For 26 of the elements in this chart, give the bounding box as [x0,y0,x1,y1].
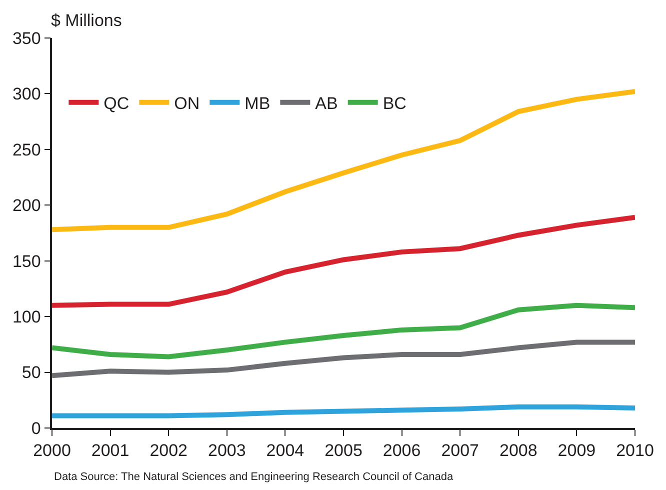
y-tick-label: 350 [12,28,41,48]
source-note: Data Source: The Natural Sciences and Engineering Research Council of Canada [54,471,454,483]
y-tick-label: 150 [12,252,41,271]
x-tick-label: 2007 [441,441,480,460]
x-tick-label: 2005 [324,441,362,460]
y-axis-title: $ Millions [51,11,122,30]
x-tick-label: 2003 [208,441,246,460]
legend-label: MB [244,94,270,113]
x-tick-label: 2008 [499,441,538,460]
x-tick-label: 2002 [150,441,188,460]
y-tick-label: 100 [12,308,41,327]
legend-label: ON [174,94,200,113]
x-tick-label: 2000 [33,441,71,460]
legend-label: QC [104,94,130,113]
y-tick-label: 200 [12,196,41,216]
x-tick-label: 2004 [266,441,304,460]
x-tick-label: 2006 [382,441,421,460]
x-tick-label: 2009 [558,441,596,460]
y-tick-label: 250 [12,140,41,160]
legend-label: AB [315,94,338,113]
legend-label: BC [382,94,406,113]
y-tick-label: 300 [12,84,41,104]
x-tick-label: 2010 [616,441,654,460]
y-tick-label: 50 [22,363,41,382]
x-tick-label: 2001 [91,441,130,460]
y-tick-label: 0 [31,418,41,438]
